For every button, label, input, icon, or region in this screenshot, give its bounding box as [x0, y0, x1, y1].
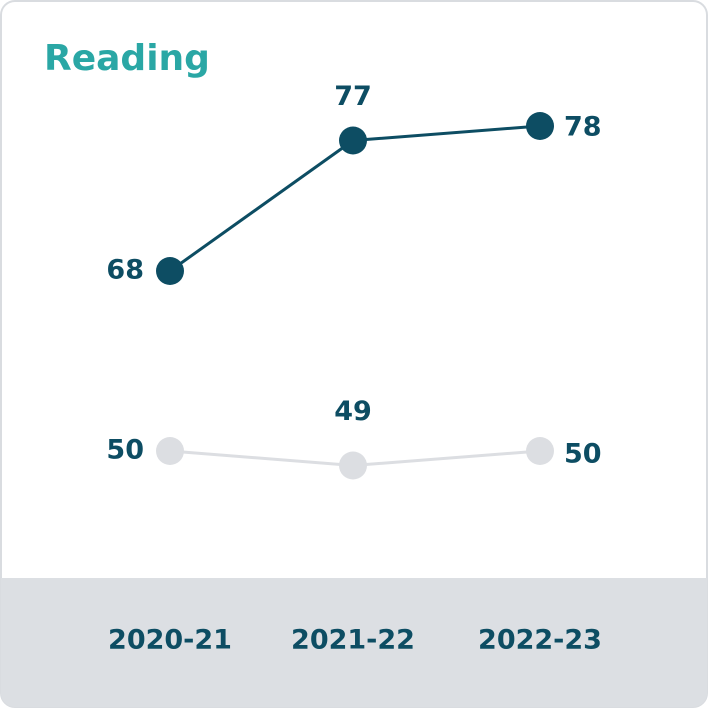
footer	[1, 578, 707, 707]
x-tick-label: 2021-22	[291, 625, 415, 656]
data-label: 50	[106, 435, 144, 466]
data-label: 77	[334, 81, 372, 112]
point	[526, 112, 554, 140]
point	[156, 437, 184, 465]
data-label: 49	[334, 396, 372, 427]
point	[339, 451, 367, 480]
x-tick-label: 2022-23	[478, 625, 602, 656]
data-label: 78	[564, 112, 602, 143]
point	[156, 257, 184, 285]
point	[339, 126, 367, 155]
point	[526, 437, 554, 465]
data-label: 50	[564, 439, 602, 470]
data-label: 68	[106, 255, 144, 286]
x-tick-label: 2020-21	[108, 625, 232, 656]
chart-title: Reading	[44, 38, 210, 79]
